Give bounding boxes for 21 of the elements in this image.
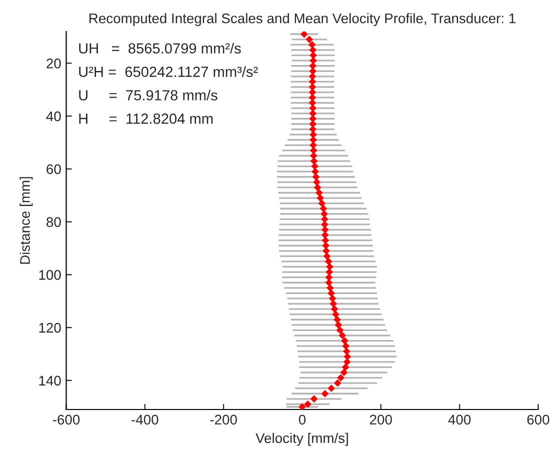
y-tick-label: 40 bbox=[46, 111, 61, 122]
x-tick-label: 600 bbox=[527, 414, 550, 425]
annotation: U²H = 650242.1127 mm³/s² bbox=[79, 66, 258, 77]
x-axis-title: Velocity [mm/s] bbox=[256, 432, 348, 446]
y-tick-label: 20 bbox=[46, 58, 61, 68]
annotation: U = 75.9178 mm/s bbox=[79, 90, 218, 100]
annotation: UH = 8565.0799 mm²/s bbox=[79, 42, 241, 54]
x-tick-label: 200 bbox=[370, 414, 392, 425]
x-tick-label: 400 bbox=[448, 414, 471, 425]
x-tick-label: -600 bbox=[52, 414, 80, 425]
chart-title: Recomputed Integral Scales and Mean Velocity Profile, Transducer: 1 bbox=[90, 13, 516, 26]
y-tick-label: 140 bbox=[39, 376, 61, 386]
x-tick-label: -200 bbox=[210, 414, 237, 425]
x-tick-label: -400 bbox=[132, 414, 158, 425]
x-tick-label: 0 bbox=[298, 414, 306, 425]
y-tick-label: 100 bbox=[39, 270, 61, 280]
y-tick-label: 60 bbox=[46, 164, 61, 174]
y-axis-title: Distance [mm] bbox=[20, 177, 33, 264]
annotation: H = 112.8204 mm bbox=[79, 114, 213, 124]
y-tick-label: 80 bbox=[46, 217, 61, 227]
y-tick-label: 120 bbox=[39, 322, 61, 333]
